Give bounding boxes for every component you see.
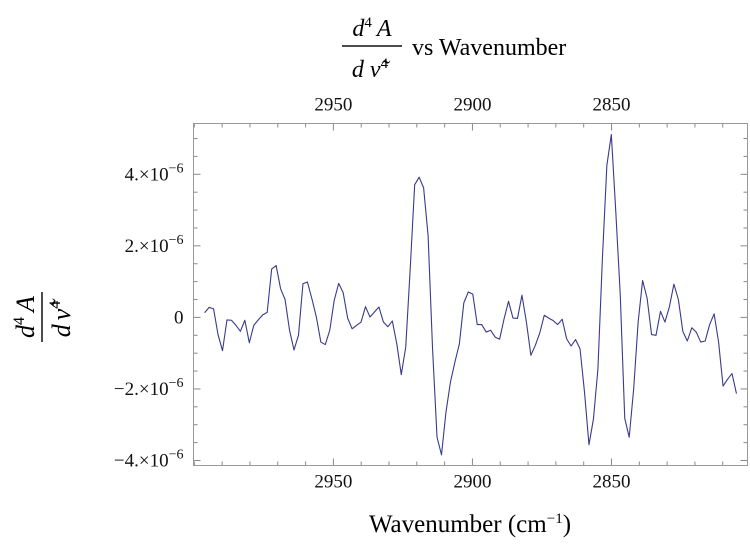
series-line [204, 134, 738, 456]
x-tick-label-top: 2900 [453, 95, 491, 116]
x-tick-label-bottom: 2950 [314, 472, 352, 493]
y-tick-label: 4.×10−6 [125, 161, 184, 185]
tick-labels: 2950 2950 2900 2900 2850 2850 4.×10−6 2.×10−6 0 −… [114, 95, 631, 493]
y-tick-label: 0 [174, 307, 184, 328]
x-axis-label: Wavenumber (cm−1) [369, 511, 571, 538]
y-tick-label: 2.×10−6 [125, 233, 184, 257]
x-tick-label-bottom: 2900 [453, 472, 491, 493]
x-tick-label-bottom: 2850 [593, 472, 631, 493]
axis-ticks [193, 123, 748, 466]
x-tick-label-top: 2950 [314, 95, 352, 116]
title-suffix: vs Wavenumber [412, 35, 566, 61]
x-tick-label-top: 2850 [593, 95, 631, 116]
chart-title: d4 A d ν̃4 vs Wavenumber [342, 15, 566, 83]
y-tick-label: −4.×10−6 [114, 447, 184, 471]
plot-frame [193, 123, 748, 466]
title-numerator: d4 A [352, 15, 392, 42]
y-axis-label: d4A dν̃4 [11, 292, 76, 342]
title-denominator: d ν̃4 [352, 56, 391, 83]
ylabel-denominator: dν̃4 [47, 298, 76, 338]
y-tick-label: −2.×10−6 [114, 376, 184, 400]
ylabel-numerator: d4A [11, 296, 40, 338]
